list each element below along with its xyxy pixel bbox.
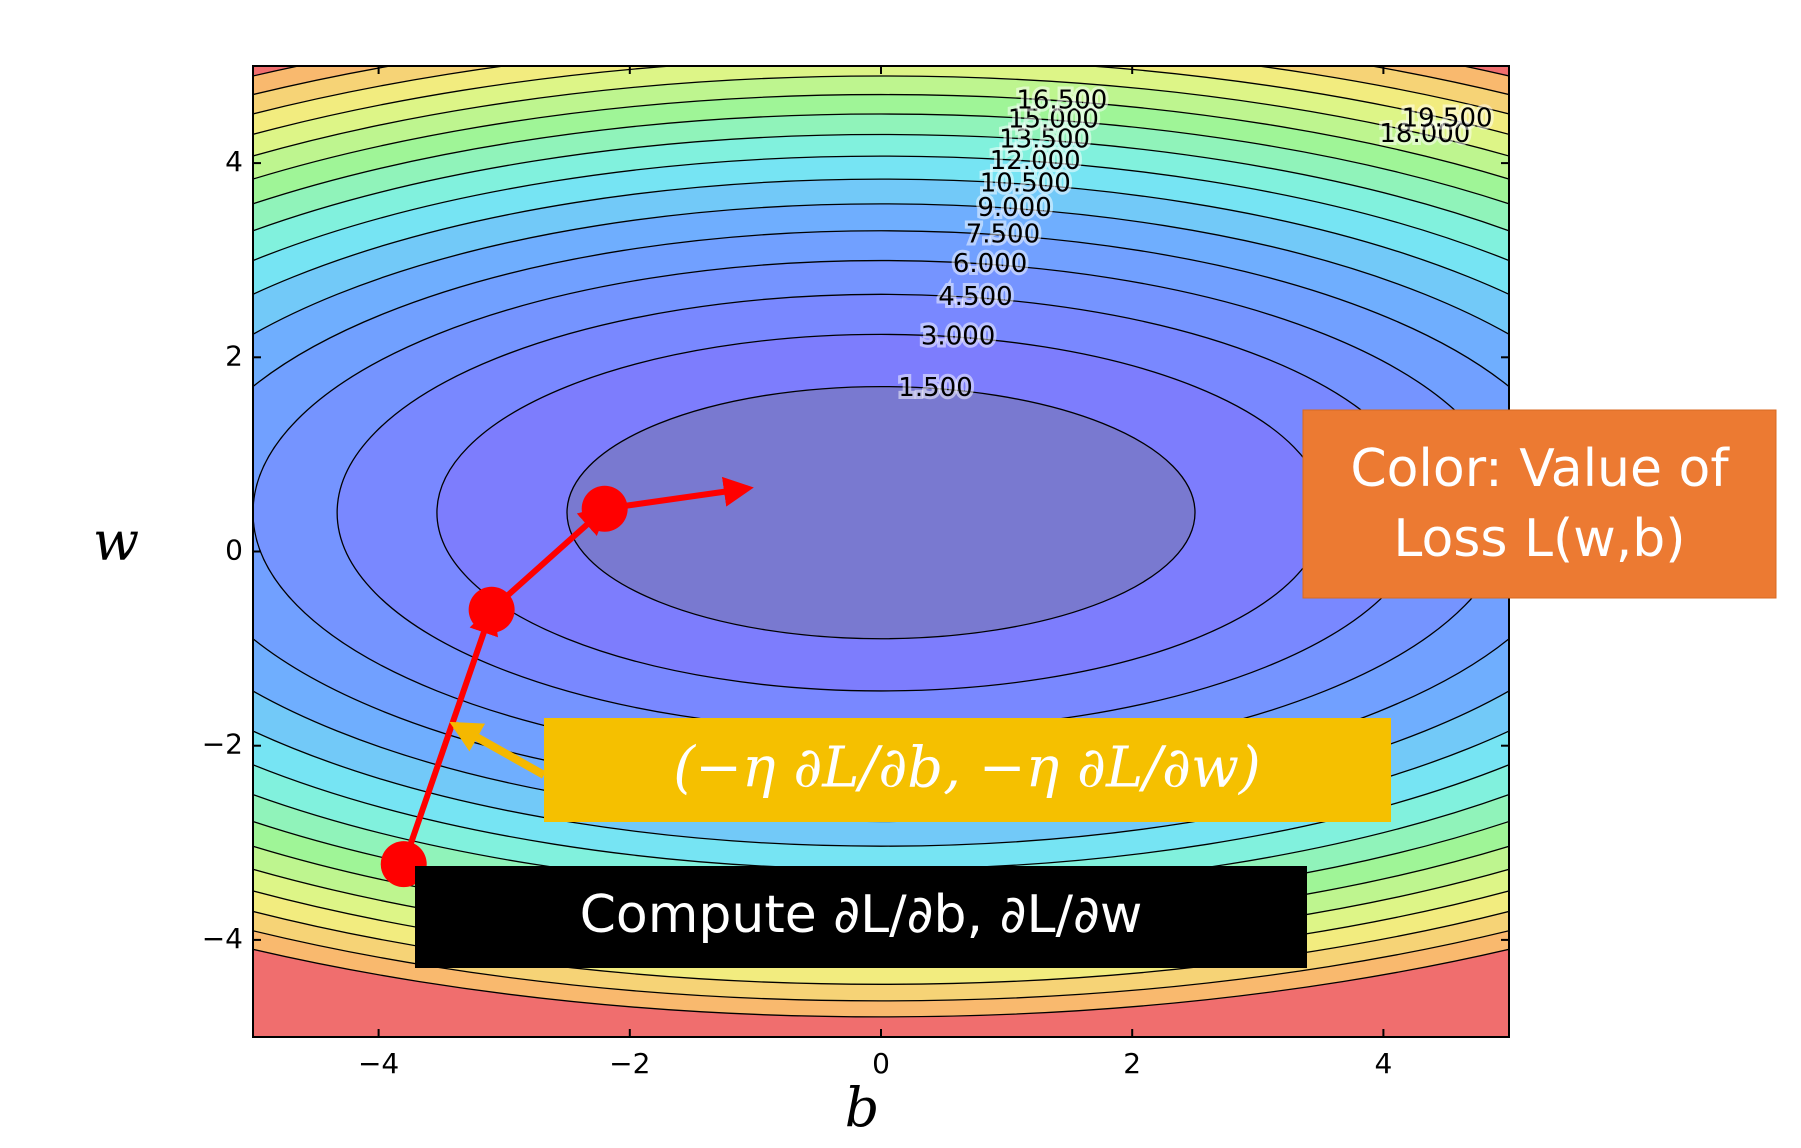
x-tick-label: −2 [609,1047,650,1080]
x-tick-label: 4 [1374,1047,1392,1080]
contour-line [566,385,1196,640]
step-box [544,718,1391,822]
contour-label: 16.500 [1016,85,1107,115]
contour-label: 10.500 [980,169,1071,199]
x-axis-label: b [845,1076,880,1139]
y-tick-label: 0 [225,534,243,567]
y-tick-label: 4 [225,145,243,178]
step-arrow [400,604,498,866]
y-axis-label: w [93,510,139,573]
contour-label: 12.000 [990,146,1081,176]
contour-label: 18.000 [1379,119,1470,149]
step-text: (−η ∂L/∂b, −η ∂L/∂w) [673,736,1261,801]
contour-label: 19.500 [1402,104,1493,134]
y-tick-label: −4 [202,922,243,955]
contour-label: 1.500 [898,373,972,403]
y-tick-label: −2 [202,728,243,761]
compute-text: Compute ∂L/∂b, ∂L/∂w [580,885,1143,945]
color-note-box [1302,409,1777,599]
contour-label: 7.500 [966,220,1040,250]
contour-label: 4.500 [938,282,1012,312]
step-arrow [604,476,754,512]
step-arrow [489,504,610,612]
contour-label: 13.500 [999,125,1090,155]
step-pointer [449,721,546,779]
contour-label: 6.000 [953,249,1027,279]
color-note-text: Color: Value of Loss L(w,b) [1350,438,1729,569]
overlay [253,66,1509,1037]
contour-label: 3.000 [921,322,995,352]
path-point [468,586,515,633]
x-tick-label: 0 [872,1047,890,1080]
compute-box [415,866,1307,968]
y-tick-label: 2 [225,339,243,372]
contour-label: 9.000 [977,193,1051,223]
x-tick-label: 2 [1123,1047,1141,1080]
contour-label: 15.000 [1008,105,1099,135]
x-tick-label: −4 [358,1047,399,1080]
color-note: Color: Value of Loss L(w,b) [1350,438,1729,569]
path-point [581,485,628,532]
